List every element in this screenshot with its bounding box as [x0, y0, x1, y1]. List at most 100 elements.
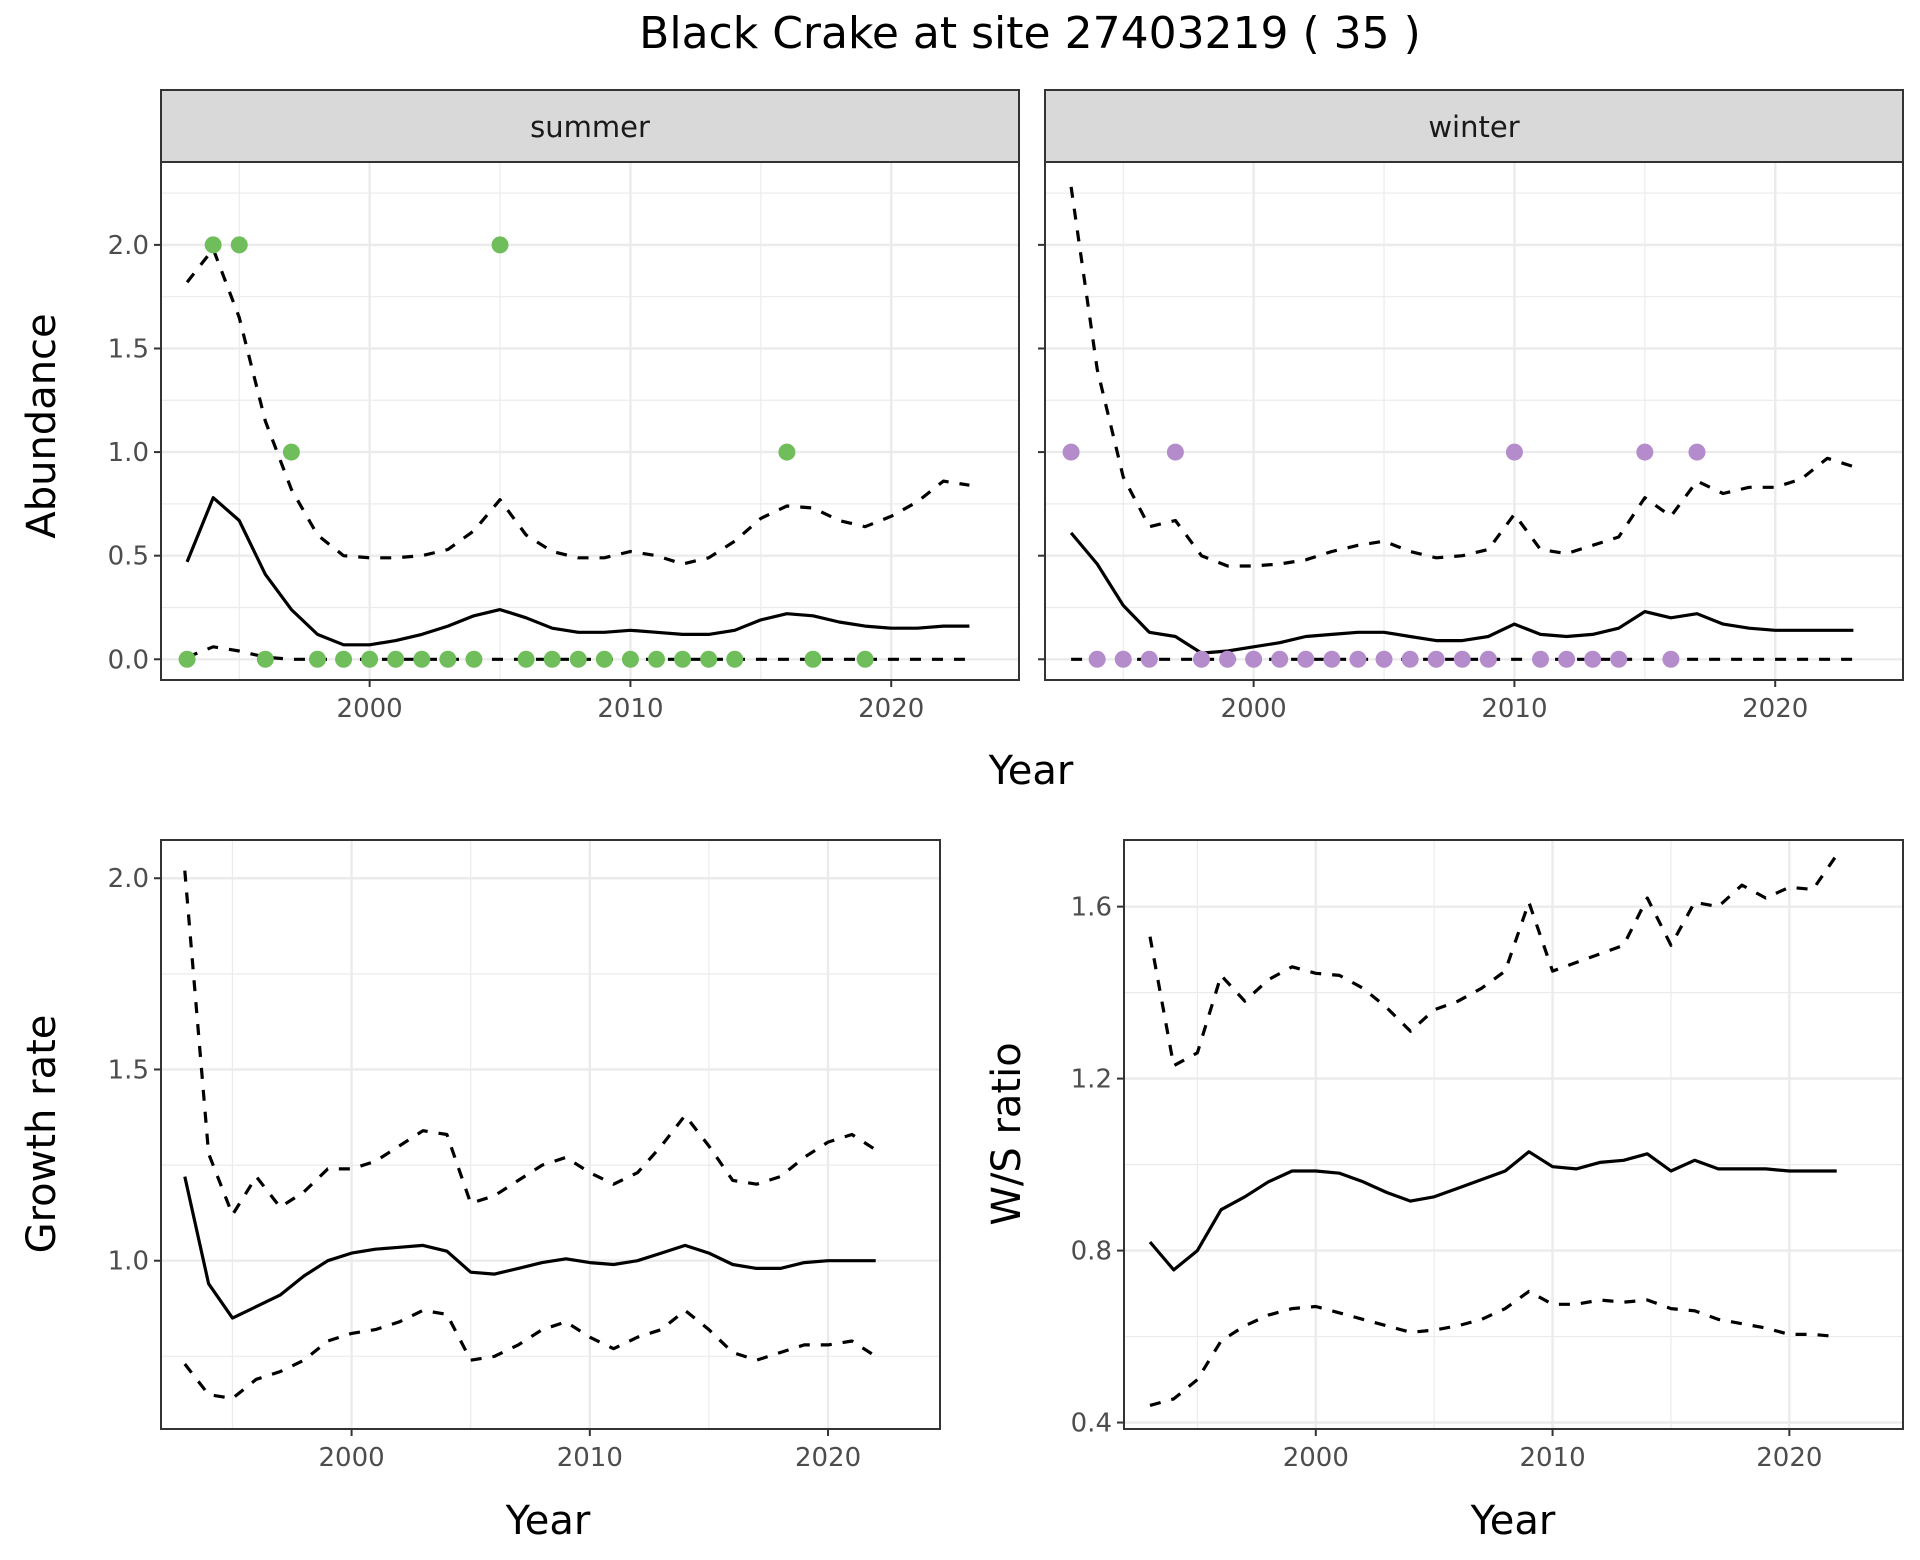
winter-data-point — [1662, 650, 1680, 668]
winter-data-point — [1558, 650, 1576, 668]
growth-rate-y-tick-label: 1.0 — [108, 1247, 149, 1277]
summer-data-point — [648, 650, 666, 668]
summer-data-point — [621, 650, 639, 668]
winter-data-point — [1271, 650, 1289, 668]
winter-data-point — [1427, 650, 1445, 668]
growth-rate-x-tick-label: 2010 — [557, 1443, 623, 1473]
winter-data-point — [1584, 650, 1602, 668]
ws-ratio-y-tick-label: 0.4 — [1071, 1409, 1112, 1439]
growth-rate-y-tick-label: 2.0 — [108, 864, 149, 894]
ws-ratio-estimate-line — [1148, 1150, 1837, 1272]
summer-data-point — [595, 650, 613, 668]
summer-data-point — [335, 650, 353, 668]
winter-strip — [1044, 89, 1904, 163]
summer-estimate-line — [185, 496, 970, 647]
winter-data-point — [1505, 443, 1523, 461]
winter-data-point — [1349, 650, 1367, 668]
winter-strip-label: winter — [1428, 110, 1519, 144]
summer-data-point — [308, 650, 326, 668]
growth-rate-y-axis-title: Growth rate — [19, 1015, 65, 1254]
summer-data-point — [361, 650, 379, 668]
winter-data-point — [1114, 650, 1132, 668]
winter-data-point — [1453, 650, 1471, 668]
ws-ratio-y-tick-label: 0.8 — [1071, 1237, 1112, 1267]
winter-data-point — [1532, 650, 1550, 668]
ws-ratio-plot-area: 0.4 0.8 1.2 1.6 2000 2010 2020 — [1071, 839, 1904, 1473]
growth-rate-x-tick-label: 2020 — [795, 1443, 861, 1473]
summer-y-tick-label: 1.5 — [108, 334, 149, 364]
summer-y-tick-label: 0.0 — [108, 645, 149, 675]
summer-y-tick-label: 1.0 — [108, 438, 149, 468]
ws-ratio-x-tick-label: 2010 — [1519, 1443, 1585, 1473]
winter-x-tick-label: 2020 — [1742, 694, 1808, 724]
abundance-y-axis-title: Abundance — [19, 313, 65, 538]
winter-data-point — [1297, 650, 1315, 668]
summer-data-point — [726, 650, 744, 668]
winter-data-point — [1401, 650, 1419, 668]
summer-data-point — [439, 650, 457, 668]
growth-rate-estimate-line — [183, 1176, 876, 1320]
summer-data-point — [178, 650, 196, 668]
winter-x-tick-label: 2000 — [1221, 694, 1287, 724]
ws-ratio-y-tick-label: 1.6 — [1071, 893, 1112, 923]
winter-data-point — [1088, 650, 1106, 668]
summer-data-point — [856, 650, 874, 668]
winter-data-point — [1219, 650, 1237, 668]
growth-rate-x-tick-label: 2000 — [318, 1443, 384, 1473]
summer-data-point — [569, 650, 587, 668]
ws-ratio-y-axis-title: W/S ratio — [984, 1042, 1030, 1225]
winter-data-point — [1192, 650, 1210, 668]
winter-x-tick-label: 2010 — [1481, 694, 1547, 724]
ws-ratio-x-axis-title: Year — [1470, 1498, 1556, 1544]
plot-title: Black Crake at site 27403219 ( 35 ) — [639, 8, 1421, 59]
winter-data-point — [1323, 650, 1341, 668]
summer-data-point — [700, 650, 718, 668]
summer-strip-label: summer — [530, 110, 650, 144]
summer-data-point — [282, 443, 300, 461]
winter-data-point — [1610, 650, 1628, 668]
winter-data-point — [1688, 443, 1706, 461]
ws-ratio-x-tick-label: 2000 — [1283, 1443, 1349, 1473]
winter-panel: winter 2000 2010 2020 — [1038, 89, 1904, 724]
summer-data-point — [804, 650, 822, 668]
summer-panel-border — [160, 161, 1020, 681]
growth-rate-plot-area: 1.0 1.5 2.0 2000 2010 2020 — [108, 839, 941, 1473]
growth-rate-x-axis-title: Year — [505, 1498, 591, 1544]
winter-ci-line-1 — [1069, 186, 1854, 568]
summer-data-point — [230, 236, 248, 254]
growth-rate-ci-line-2 — [183, 1308, 877, 1400]
growth-rate-y-tick-label: 1.5 — [108, 1055, 149, 1085]
winter-data-point — [1479, 650, 1497, 668]
summer-data-point — [204, 236, 222, 254]
ws-ratio-panel: 0.4 0.8 1.2 1.6 2000 2010 2020 — [1071, 839, 1904, 1473]
summer-ci-line-1 — [185, 247, 970, 566]
winter-panel-border — [1044, 161, 1904, 681]
summer-data-point — [413, 650, 431, 668]
summer-data-point — [256, 650, 274, 668]
summer-data-point — [387, 650, 405, 668]
summer-data-point — [517, 650, 535, 668]
winter-data-point — [1375, 650, 1393, 668]
winter-data-point — [1245, 650, 1263, 668]
abundance-x-axis-title: Year — [988, 748, 1074, 794]
summer-y-tick-label: 0.5 — [108, 542, 149, 572]
growth-rate-panel: 1.0 1.5 2.0 2000 2010 2020 — [108, 839, 941, 1473]
summer-x-tick-label: 2010 — [597, 694, 663, 724]
winter-data-point — [1166, 443, 1184, 461]
ws-ratio-ci-line-1 — [1148, 854, 1839, 1068]
summer-y-tick-label: 2.0 — [108, 231, 149, 261]
winter-data-point — [1140, 650, 1158, 668]
ws-ratio-panel-border — [1123, 839, 1904, 1430]
winter-data-point — [1062, 443, 1080, 461]
summer-strip — [160, 89, 1020, 163]
ws-ratio-x-tick-label: 2020 — [1756, 1443, 1822, 1473]
summer-x-tick-label: 2020 — [858, 694, 924, 724]
summer-plot-area: 0.0 0.5 1.0 1.5 2.0 2000 2010 2020 — [108, 161, 1020, 724]
winter-plot-area: 2000 2010 2020 — [1038, 161, 1904, 724]
ws-ratio-y-tick-label: 1.2 — [1071, 1065, 1112, 1095]
summer-data-point — [543, 650, 561, 668]
summer-data-point — [778, 443, 796, 461]
summer-data-point — [674, 650, 692, 668]
summer-panel: summer 0.0 0.5 1.0 1.5 2.0 2000 2010 2020 — [108, 89, 1020, 724]
